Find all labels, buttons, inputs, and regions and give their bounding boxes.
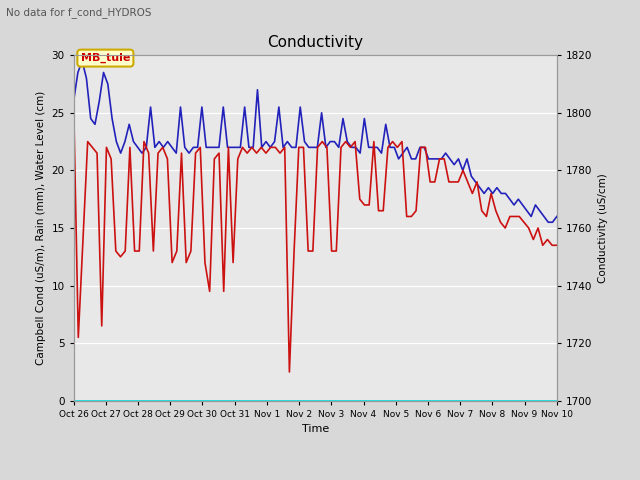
- X-axis label: Time: Time: [301, 424, 329, 434]
- Text: MB_tule: MB_tule: [81, 53, 130, 63]
- Text: No data for f_cond_HYDROS: No data for f_cond_HYDROS: [6, 7, 152, 18]
- Title: Conductivity: Conductivity: [268, 35, 364, 50]
- Y-axis label: Campbell Cond (uS/m), Rain (mm), Water Level (cm): Campbell Cond (uS/m), Rain (mm), Water L…: [36, 91, 46, 365]
- Y-axis label: Conductivity (uS/cm): Conductivity (uS/cm): [598, 173, 608, 283]
